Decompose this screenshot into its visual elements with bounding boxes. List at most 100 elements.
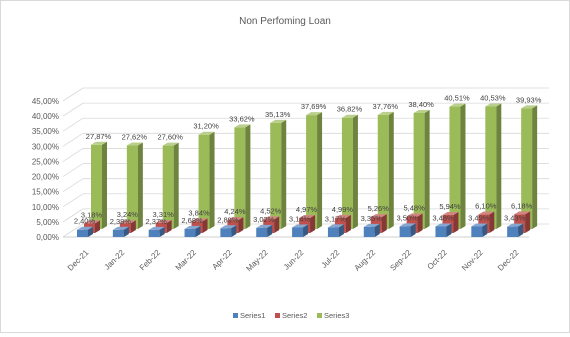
x-tick-label: Nov-22 [460, 248, 485, 273]
bar-series3-side [281, 119, 287, 229]
bar-series3-top [126, 142, 143, 146]
bar-series1-side [303, 224, 309, 237]
data-label-series3: 27,62% [122, 133, 148, 142]
bar-series1-front [220, 228, 232, 237]
bar-series3-side [460, 103, 466, 229]
bar-series1-top [292, 224, 309, 228]
data-label-series3: 37,76% [373, 102, 399, 111]
bar-series1-front [112, 229, 124, 237]
bar-series2-side [166, 219, 172, 233]
bar-series1-side [195, 225, 201, 237]
bar-series2-side [453, 212, 459, 233]
bar-series2-top [514, 211, 531, 215]
bar-series2-top [406, 213, 423, 217]
bar-series2-side [489, 211, 495, 233]
data-labels: 27,87% 27,62% 27,60% 31,20% 33,62% 35,13% 37,6… [74, 94, 542, 226]
y-tick-label: 25,00% [32, 157, 59, 166]
bar-series3-front [126, 145, 138, 229]
bar-series2-top [84, 220, 100, 224]
data-label-series2: 4,24% [224, 207, 246, 216]
data-label-series1: 2,37% [146, 217, 168, 226]
legend: Series1 Series2 Series3 [233, 311, 349, 320]
bar-series1-side [231, 225, 237, 237]
bar-series2-side [525, 211, 531, 233]
bar-series2-top [119, 220, 136, 224]
bar-series1-side [267, 224, 273, 237]
y-tick-label: 0,00% [36, 233, 59, 242]
bar-series1-front [77, 229, 88, 237]
bar-series1-side [374, 223, 380, 237]
y-tick-label: 45,00% [32, 97, 59, 106]
data-label-series3: 33,62% [229, 114, 255, 123]
data-label-series1: 3,17% [325, 214, 347, 223]
bar-series3-top [306, 112, 323, 116]
bar-series1-side [518, 223, 524, 237]
bar-series2-top [478, 211, 495, 215]
bar-series3-top [341, 114, 358, 118]
legend-label-series1: Series1 [240, 311, 265, 320]
bar-series1-top [184, 225, 201, 229]
bar-series2-side [345, 214, 351, 233]
bar-series1-side [446, 223, 452, 237]
data-label-series3: 27,60% [157, 133, 183, 142]
y-axis-ticks: 0,00% 5,00% 10,00% 15,00% 20,00% 25,00% 30,00%… [32, 97, 59, 242]
gridline-side [62, 102, 84, 117]
data-label-series1: 3,50% [396, 213, 418, 222]
bar-series1-front [435, 226, 447, 237]
gridline-side [62, 163, 84, 177]
bar-series1-top [363, 223, 380, 227]
x-axis-ticks: Dec-21 Jan-22 Feb-22 Mar-22 Apr-22 May-22 Jun-… [66, 248, 521, 274]
bar-series1-top [77, 226, 93, 230]
bar-series2-top [227, 217, 244, 221]
bar-series3-top [91, 141, 107, 145]
bar-series3-front [234, 127, 246, 229]
y-tick-label: 10,00% [32, 203, 59, 212]
bar-series3-top [521, 105, 538, 109]
data-label-series1: 2,68% [181, 216, 203, 225]
bar-series1-front [507, 226, 519, 237]
bar-series2-side [130, 220, 136, 233]
legend-label-series2: Series2 [282, 311, 307, 320]
data-label-series2: 6,18% [511, 201, 533, 210]
bar-series1-front [471, 226, 483, 237]
data-label-series1: 2,38% [110, 217, 132, 226]
bar-series2-top [263, 216, 280, 220]
bar-series1-top [112, 226, 129, 230]
bar-series1-top [148, 226, 165, 230]
x-tick-label: May-22 [244, 248, 270, 274]
bar-series3-front [306, 115, 318, 229]
bar-series1-front [399, 226, 411, 237]
x-tick-label: Feb-22 [138, 248, 163, 273]
data-label-series2: 4,99% [332, 205, 354, 214]
data-label-series1: 3,35% [361, 214, 383, 223]
bar-series2-side [202, 218, 208, 233]
bar-series1-front [184, 228, 196, 237]
bar-series3-front [485, 106, 497, 229]
bar-series2-side [238, 217, 244, 233]
bar-series3-top [198, 131, 215, 135]
bar-series3-side [424, 109, 430, 229]
bar-series1-front [148, 229, 160, 237]
bar-series3-side [137, 142, 143, 229]
data-label-series2: 4,52% [260, 206, 282, 215]
bar-series1-top [399, 223, 416, 227]
data-label-series1: 3,49% [468, 213, 490, 222]
bars [77, 103, 538, 237]
bar-series2-side [417, 213, 423, 233]
data-label-series2: 5,94% [439, 202, 461, 211]
bar-series1-side [159, 226, 165, 237]
data-label-series3: 40,53% [480, 94, 506, 103]
bar-series1-side [410, 223, 416, 237]
bar-series1-front [256, 227, 268, 237]
gridline-side [62, 148, 84, 162]
bar-series1-top [256, 224, 273, 228]
x-tick-label: Aug-22 [353, 248, 378, 273]
gridline-side [62, 223, 84, 238]
gridline-side [62, 178, 84, 193]
bar-series3-top [162, 142, 179, 146]
bar-series1-side [482, 223, 488, 237]
gridline-side [62, 117, 84, 132]
x-tick-label: Oct-22 [426, 248, 450, 272]
bar-series3-side [532, 105, 538, 229]
chart-title: Non Perfoming Loan [239, 16, 331, 27]
